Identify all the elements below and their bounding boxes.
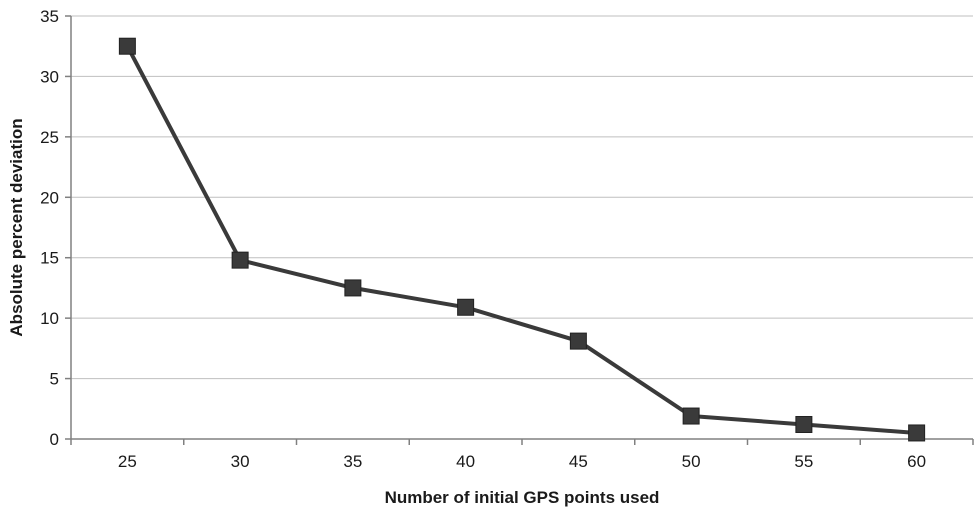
y-tick-label: 25 [40, 128, 59, 147]
data-point-marker [569, 332, 587, 350]
y-tick-label: 20 [40, 188, 59, 207]
data-point-marker [231, 251, 249, 269]
data-point-marker [682, 407, 700, 425]
data-point-marker [344, 279, 362, 297]
data-point-marker [118, 37, 136, 55]
x-tick-label: 30 [231, 452, 250, 471]
y-tick-label: 0 [50, 430, 59, 449]
x-tick-label: 55 [794, 452, 813, 471]
x-tick-label: 45 [569, 452, 588, 471]
y-axis-ticks: 0 5 10 15 20 25 30 35 [40, 7, 71, 449]
x-axis-ticks: 25 30 35 40 45 50 55 60 [70, 439, 974, 471]
x-tick-label: 60 [907, 452, 926, 471]
x-tick-label: 35 [343, 452, 362, 471]
series-line [125, 45, 917, 435]
x-tick-label: 40 [456, 452, 475, 471]
data-point-marker [457, 298, 475, 316]
y-tick-label: 35 [40, 7, 59, 26]
x-axis-title: Number of initial GPS points used [385, 488, 660, 507]
y-tick-label: 30 [40, 67, 59, 86]
x-tick-label: 25 [118, 452, 137, 471]
gridlines [71, 15, 973, 380]
x-tick-label: 50 [682, 452, 701, 471]
y-tick-label: 5 [50, 370, 59, 389]
y-axis-title: Absolute percent deviation [7, 118, 26, 336]
data-point-marker [795, 415, 813, 433]
y-tick-label: 15 [40, 249, 59, 268]
series-layer [118, 37, 926, 442]
data-point-marker [908, 424, 926, 442]
y-tick-label: 10 [40, 309, 59, 328]
axes [70, 16, 973, 440]
